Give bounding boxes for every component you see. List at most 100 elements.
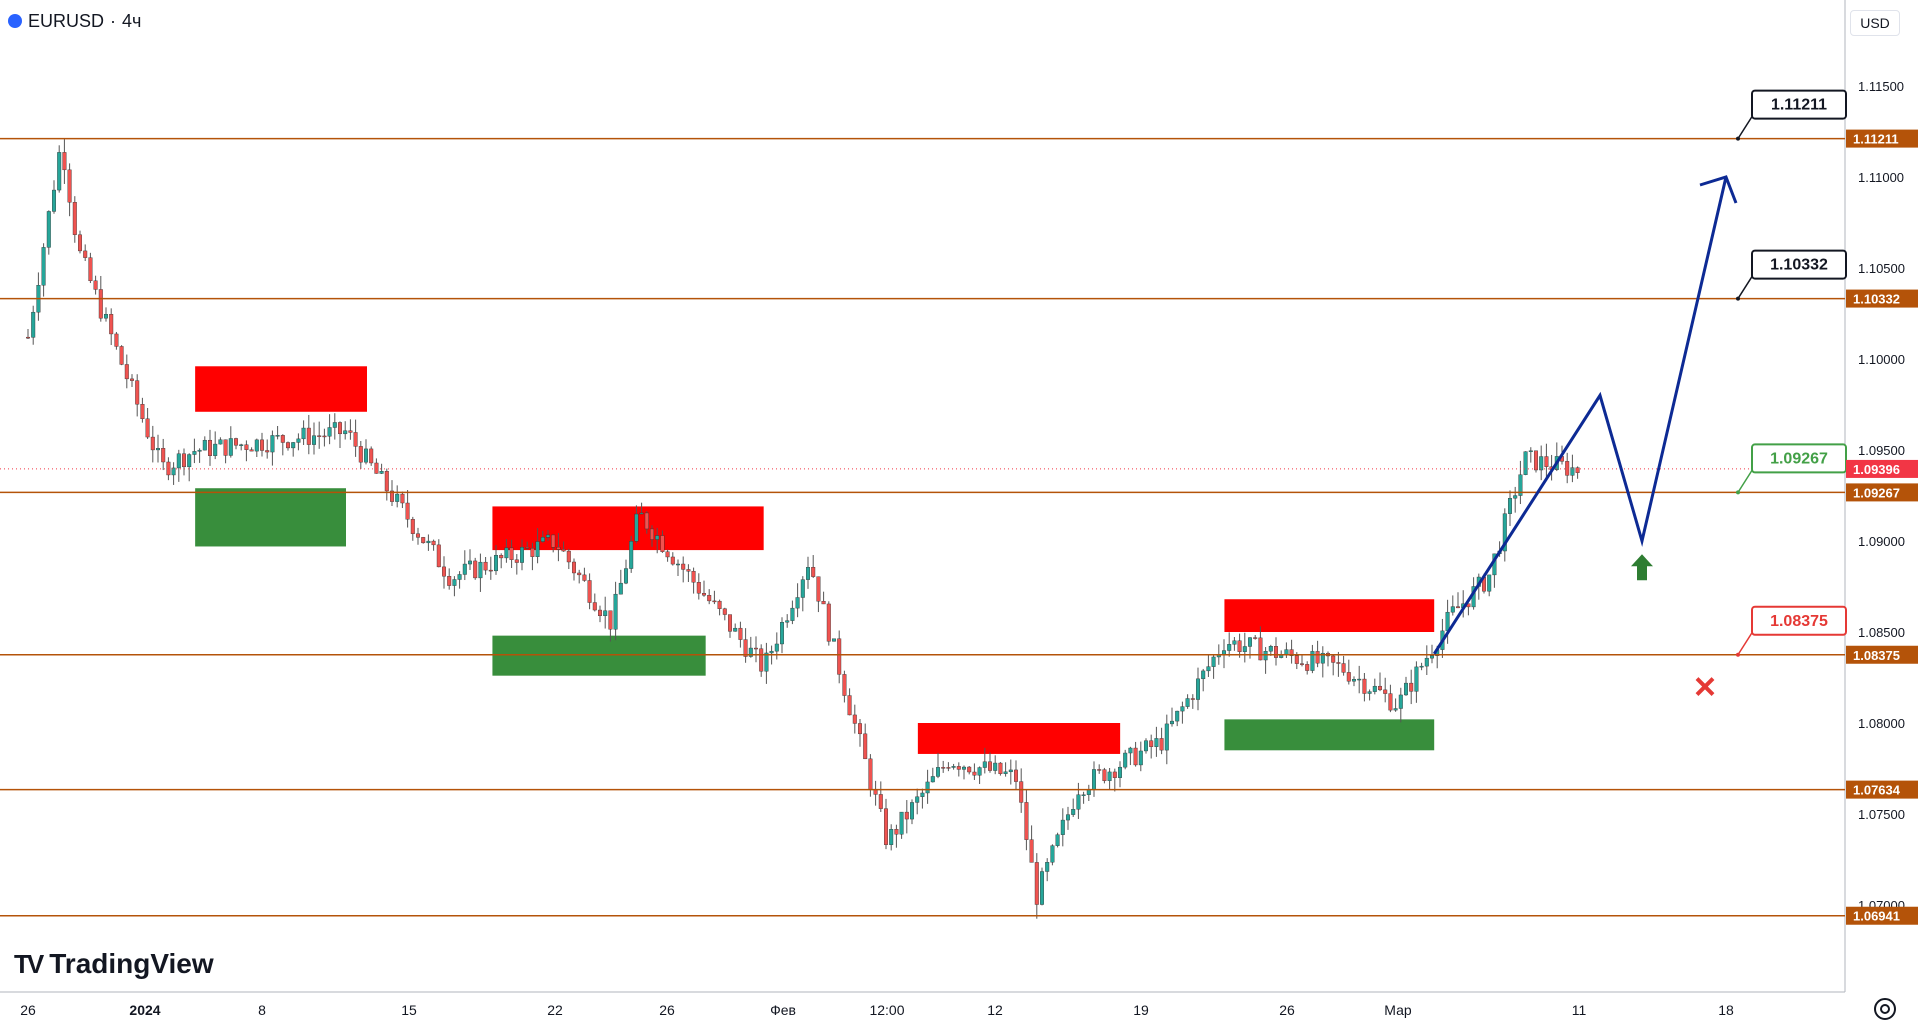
candle-body [702,593,707,596]
candle-body [769,650,774,654]
candle-body [1357,678,1362,681]
candle-body [52,189,57,212]
candle-body [1102,769,1107,781]
callout-pointer [1737,470,1753,493]
price-tag-label: 1.11211 [1853,132,1899,147]
candle-body [696,582,701,594]
candle-body [1201,670,1206,680]
price-tick-label: 1.09000 [1858,534,1905,549]
candle-body [301,427,306,440]
callout-pointer [1737,276,1753,299]
candle-body [1383,689,1388,694]
time-tick-label: Фев [770,1002,796,1018]
gear-icon[interactable] [1874,998,1896,1020]
candle-body [748,647,753,657]
candle-body [1164,723,1169,751]
candle-body [1112,771,1117,778]
candle-body [72,202,77,235]
candle-body [312,435,317,445]
supply-zone [492,506,764,551]
candle-body [1029,839,1034,863]
candle-body [925,781,930,794]
callout-pointer [1737,116,1753,140]
candle-body [202,439,207,451]
candle-body [540,537,545,542]
candle-body [400,493,405,504]
callout-box [1751,605,1847,636]
candle-body [109,314,114,335]
time-tick-label: 2024 [129,1002,160,1018]
candle-body [660,535,665,552]
price-tick-label: 1.10000 [1858,352,1905,367]
candle-body [681,563,686,570]
candle-body [629,541,634,569]
candle-body [114,333,119,347]
candle-body [369,448,374,464]
tradingview-mark-icon: TV [14,948,44,979]
candle-body [1570,467,1575,476]
price-tick-label: 1.11500 [1858,79,1904,94]
candle-body [665,551,670,558]
candle-body [608,610,613,630]
candle-body [754,647,759,650]
candle-body [462,563,467,575]
candle-body [478,561,483,579]
time-tick-label: 11 [1572,1002,1587,1018]
candle-body [1076,794,1081,810]
candle-body [254,439,259,452]
candle-body [1081,794,1086,796]
candle-body [223,439,228,456]
candle-body [1533,450,1538,471]
candle-body [286,442,291,449]
callout-box [1751,249,1847,280]
candle-body [920,792,925,797]
price-tick-label: 1.11000 [1858,170,1904,185]
candle-body [738,627,743,640]
candle-body [1289,649,1294,656]
candle-body [140,404,145,420]
candle-body [1284,649,1289,655]
candle-body [577,572,582,576]
candle-body [1065,814,1070,821]
projection-arrowhead [1699,175,1738,204]
callout-pointer [1737,632,1753,656]
currency-button[interactable]: USD [1850,10,1900,36]
candle-body [93,280,98,290]
symbol-header[interactable]: EURUSD · 4ч [8,8,141,34]
candle-body [717,600,722,609]
candle-body [1195,678,1200,700]
candle-body [566,550,571,563]
candle-body [306,427,311,445]
candle-body [265,450,270,453]
candle-body [899,811,904,835]
price-tag [1846,129,1918,148]
supply-zone [1224,599,1435,632]
candle-body [145,418,150,438]
candle-body [291,442,296,449]
candle-body [946,767,951,769]
candle-body [1429,655,1434,659]
candle-body [1180,706,1185,712]
candle-body [639,512,644,515]
supply-zone [195,366,367,412]
callout-box [1751,443,1847,474]
candle-body [1372,685,1377,692]
candle-body [1315,651,1320,664]
candle-body [103,314,108,319]
candle-body [129,378,134,381]
candle-body [260,439,265,451]
candle-body [249,449,254,452]
candle-body [228,438,233,456]
time-tick-label: 8 [258,1002,266,1018]
candle-body [1419,665,1424,668]
candle-body [1237,640,1242,652]
candle-body [551,534,556,548]
candle-body [1403,682,1408,696]
candle-body [1362,678,1367,694]
candle-body [1091,769,1096,790]
candle-body [644,512,649,530]
candle-body [774,643,779,652]
candle-body [816,576,821,602]
candle-body [1149,740,1154,747]
